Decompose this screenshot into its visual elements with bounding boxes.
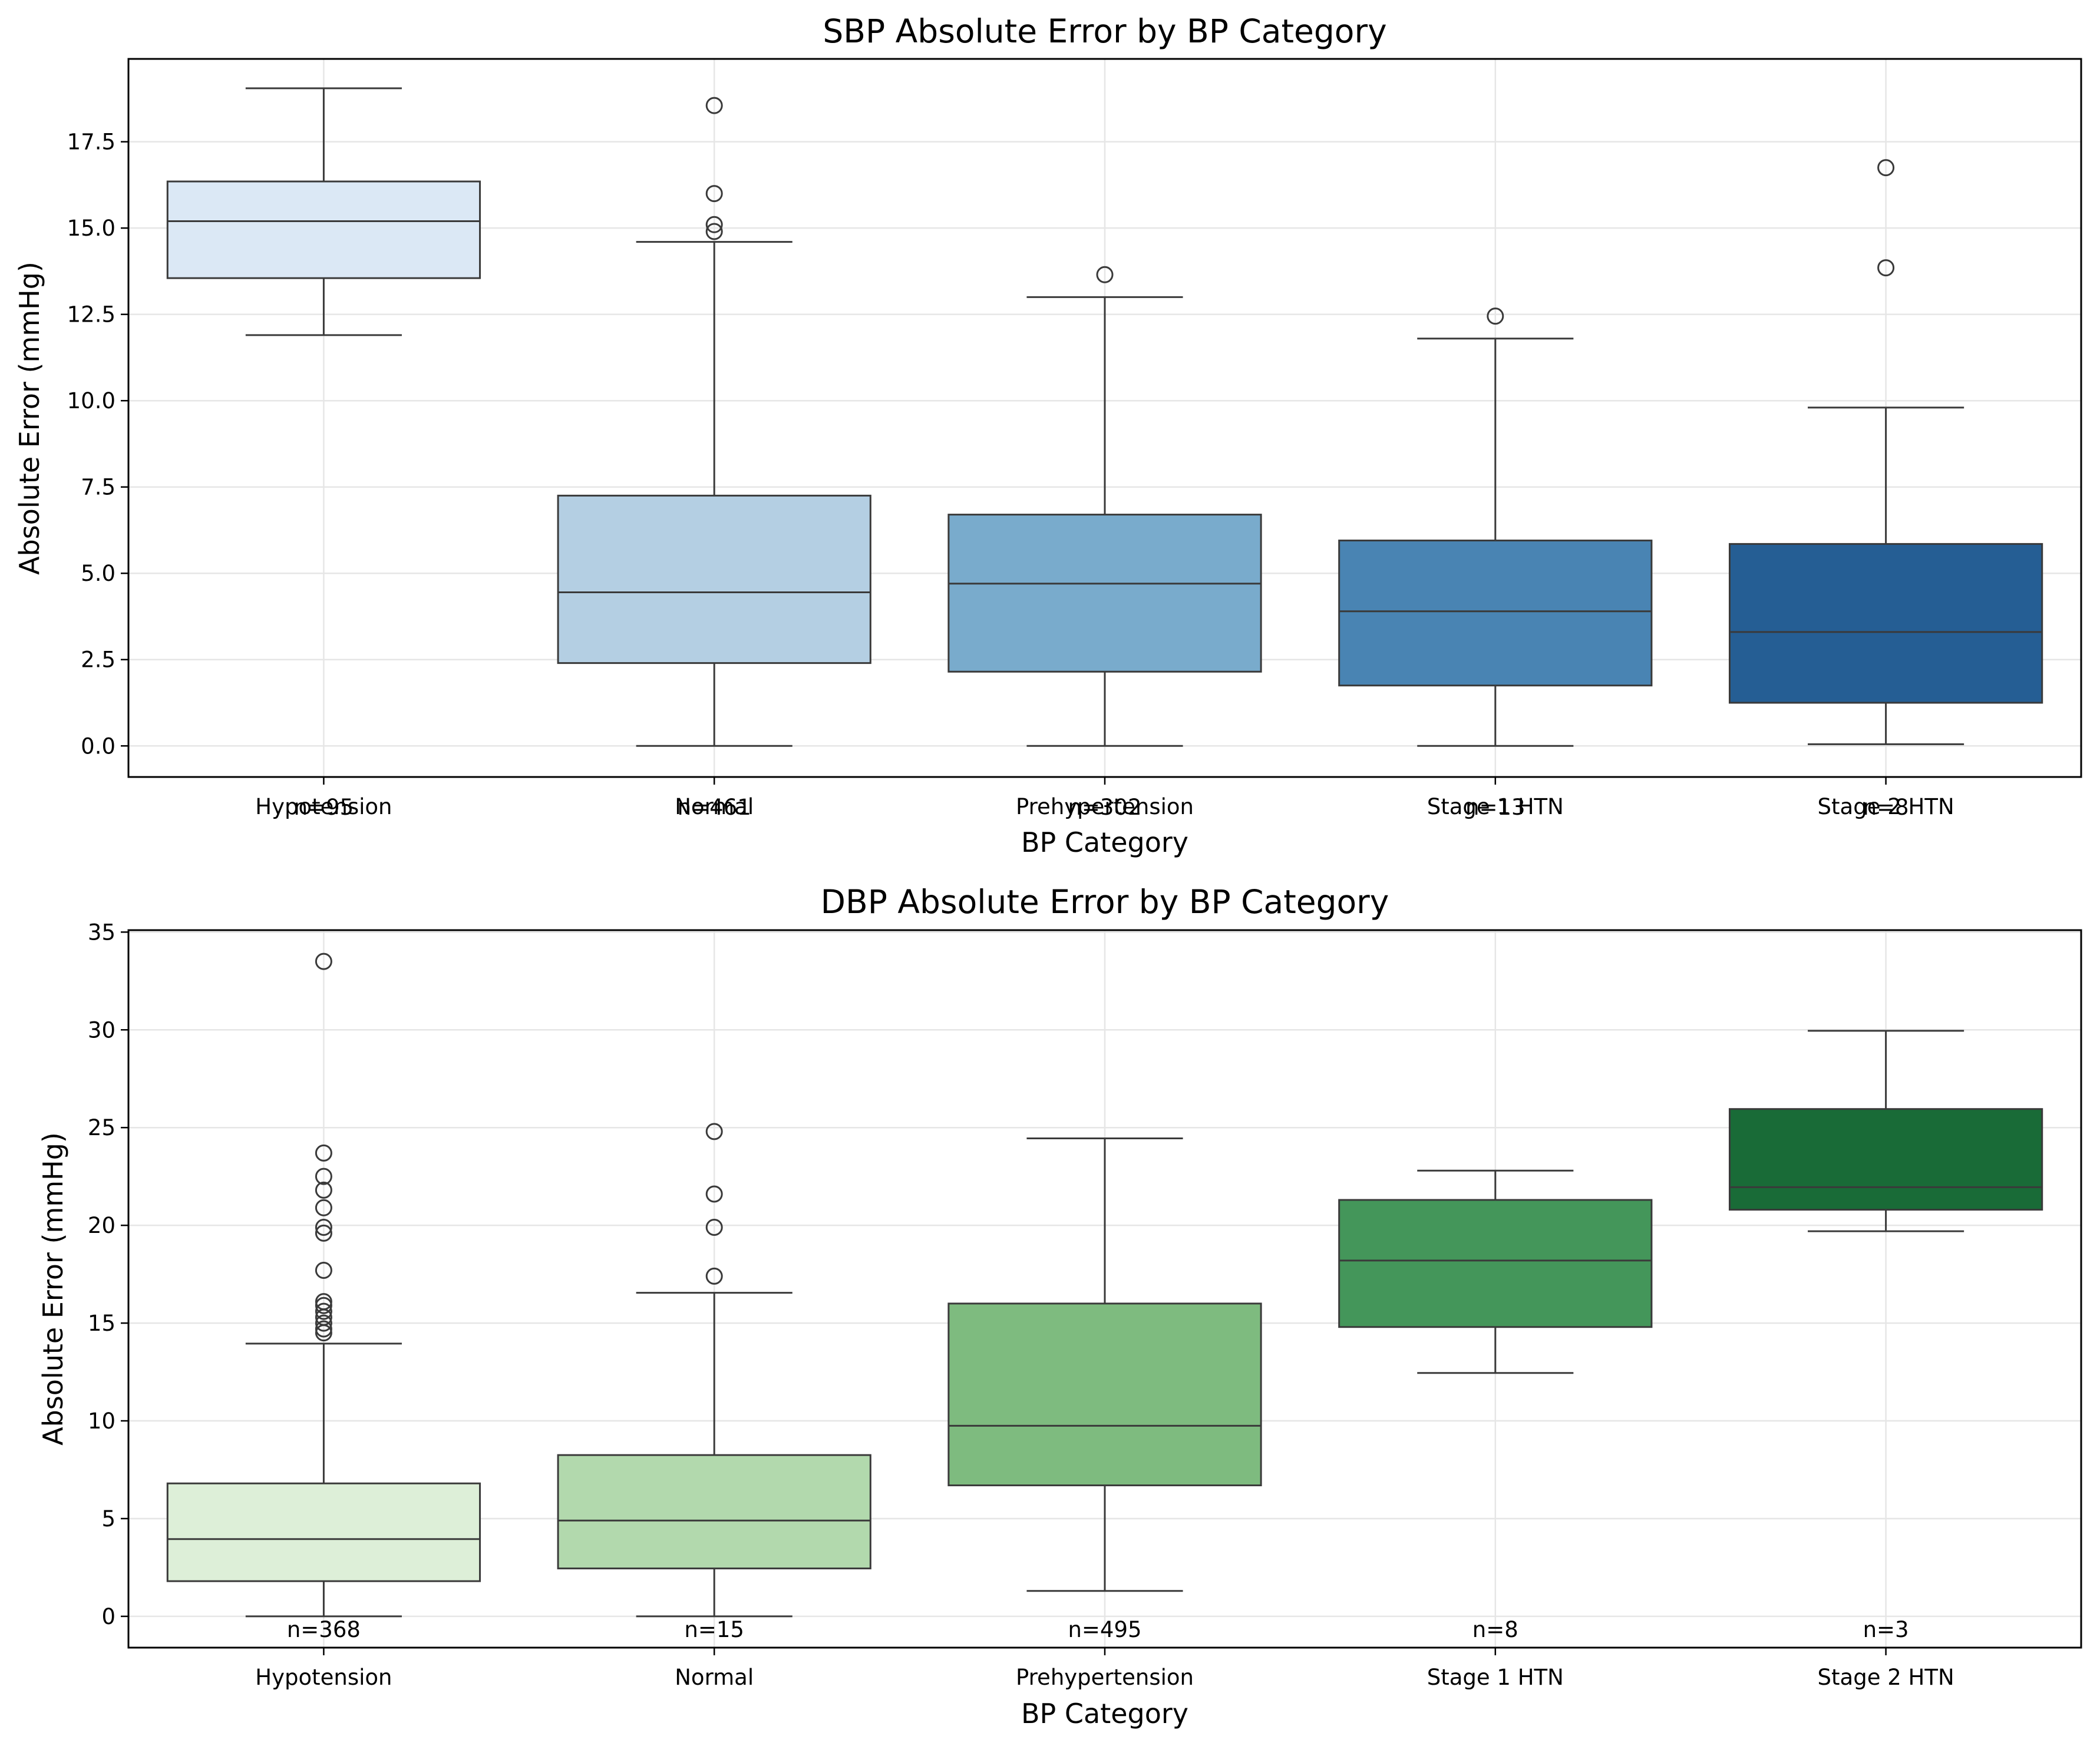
dbp-y-axis-label: Absolute Error (mmHg) (37, 1132, 69, 1446)
sbp-y-axis-label: Absolute Error (mmHg) (14, 262, 45, 575)
dbp-x-tick-label-hypotension: Hypotension (255, 1665, 392, 1690)
dbp-box-hypotension (166, 953, 481, 1618)
sbp-y-axis: 0.0 2.5 5.0 7.5 10.0 12.5 15.0 17.5 (67, 130, 128, 759)
dbp-outlier-point (315, 1297, 332, 1314)
dbp-x-tick-label-prehypertension: Prehypertension (1016, 1665, 1194, 1690)
dbp-y-tick-label: 0 (101, 1604, 115, 1629)
sbp-y-tick-label: 2.5 (81, 647, 115, 673)
dbp-x-tick-label-stage-1-htn: Stage 1 HTN (1427, 1665, 1564, 1690)
sbp-iqr-box (947, 514, 1262, 673)
sbp-iqr-box (166, 180, 481, 279)
dbp-iqr-box (1728, 1108, 2043, 1211)
dbp-y-axis: 0 5 10 15 20 25 30 35 (88, 920, 128, 1629)
sbp-count-hypotension: n=95 (294, 795, 354, 820)
dbp-outlier-point (705, 1267, 723, 1285)
sbp-outlier-point (705, 97, 723, 114)
sbp-boxes (166, 87, 2043, 747)
dbp-outlier-point (315, 1199, 332, 1216)
dbp-chart-title: DBP Absolute Error by BP Category (821, 883, 1389, 921)
sbp-count-stage-1-htn: n=13 (1465, 795, 1526, 820)
sbp-x-tick-label-prehypertension: Prehypertension (1016, 794, 1194, 819)
dbp-outlier-point (315, 1181, 332, 1199)
dbp-outlier-point (315, 1293, 332, 1311)
sbp-y-tick-label: 10.0 (67, 388, 115, 414)
sbp-y-tick-label: 12.5 (67, 302, 115, 328)
sbp-iqr-box (557, 494, 871, 664)
dbp-y-tick-label: 15 (88, 1311, 115, 1336)
dbp-outlier-point (315, 1168, 332, 1185)
sbp-x-tick-label-stage-2-htn: Stage 2 HTN (1818, 794, 1954, 819)
sbp-box-stage-2-htn (1728, 159, 2043, 745)
sbp-x-tick-label-normal: Normal (675, 794, 754, 819)
dbp-box-prehypertension (947, 1137, 1262, 1592)
sbp-count-prehypertension: n=302 (1068, 795, 1141, 820)
sbp-outlier-point (1487, 307, 1504, 325)
dbp-x-tick-label-normal: Normal (675, 1665, 754, 1690)
dbp-iqr-box (1338, 1199, 1653, 1328)
sbp-chart-title: SBP Absolute Error by BP Category (823, 12, 1386, 50)
sbp-count-stage-2-htn: n=8 (1863, 795, 1909, 820)
sbp-outlier-point (705, 216, 723, 233)
dbp-y-tick-label: 20 (88, 1213, 115, 1238)
dbp-iqr-box (166, 1482, 481, 1582)
sbp-outlier-point (1877, 159, 1895, 177)
dbp-count-labels: n=368 n=15 n=495 n=8 n=3 (287, 1617, 1909, 1642)
sbp-box-stage-1-htn (1338, 307, 1653, 747)
dbp-box-stage-2-htn (1728, 1030, 2043, 1232)
dbp-outlier-point (315, 1320, 332, 1338)
sbp-count-labels: n=95 n=461 n=302 n=13 n=8 (294, 795, 1909, 820)
sbp-iqr-box (1338, 540, 1653, 687)
sbp-x-axis: Hypotension Normal Prehypertension Stage 1 … (255, 777, 1954, 819)
sbp-box-normal (557, 97, 871, 747)
dbp-y-tick-label: 10 (88, 1408, 115, 1434)
dbp-count-hypotension: n=368 (287, 1617, 361, 1642)
dbp-outlier-point (705, 1185, 723, 1203)
sbp-iqr-box (1728, 543, 2043, 704)
sbp-x-tick-label-stage-1-htn: Stage 1 HTN (1427, 794, 1564, 819)
sbp-outlier-point (1096, 266, 1114, 283)
dbp-outlier-point (705, 1123, 723, 1140)
dbp-count-prehypertension: n=495 (1068, 1617, 1141, 1642)
sbp-outlier-point (1877, 259, 1895, 277)
dbp-boxes (166, 953, 2043, 1618)
dbp-outlier-point (315, 953, 332, 970)
sbp-y-tick-label: 17.5 (67, 130, 115, 155)
sbp-y-tick-label: 7.5 (81, 475, 115, 500)
dbp-x-axis-label: BP Category (1021, 1698, 1188, 1730)
dbp-count-stage-2-htn: n=3 (1863, 1617, 1909, 1642)
dbp-outlier-point (315, 1224, 332, 1242)
dbp-x-axis: Hypotension Normal Prehypertension Stage 1 … (255, 1648, 1954, 1690)
dbp-y-tick-label: 30 (88, 1017, 115, 1043)
dbp-outlier-point (315, 1314, 332, 1332)
dbp-outlier-point (315, 1302, 332, 1320)
dbp-iqr-box (947, 1302, 1262, 1487)
dbp-outlier-point (315, 1261, 332, 1279)
dbp-box-normal (557, 1123, 871, 1618)
sbp-box-hypotension (166, 87, 481, 336)
sbp-x-axis-label: BP Category (1021, 826, 1188, 858)
dbp-iqr-box (557, 1454, 871, 1570)
sbp-count-normal: n=461 (678, 795, 751, 820)
dbp-outlier-point (315, 1218, 332, 1236)
dbp-count-stage-1-htn: n=8 (1472, 1617, 1518, 1642)
dbp-y-tick-label: 5 (101, 1506, 115, 1532)
dbp-outlier-point (315, 1144, 332, 1162)
sbp-box-prehypertension (947, 266, 1262, 747)
dbp-y-tick-label: 35 (88, 920, 115, 945)
dbp-outlier-point (705, 1218, 723, 1236)
sbp-outlier-point (705, 185, 723, 203)
dbp-count-normal: n=15 (684, 1617, 744, 1642)
sbp-panel: SBP Absolute Error by BP Category 0.0 2.5… (14, 12, 2082, 858)
dbp-panel: DBP Absolute Error by BP Category 0 5 10 15… (37, 883, 2082, 1730)
sbp-y-tick-label: 5.0 (81, 561, 115, 586)
sbp-y-tick-label: 0.0 (81, 733, 115, 759)
sbp-x-tick-label-hypotension: Hypotension (255, 794, 392, 819)
dbp-y-tick-label: 25 (88, 1115, 115, 1140)
dbp-box-stage-1-htn (1338, 1169, 1653, 1374)
sbp-outlier-point (705, 223, 723, 240)
dbp-x-tick-label-stage-2-htn: Stage 2 HTN (1818, 1665, 1954, 1690)
sbp-y-tick-label: 15.0 (67, 216, 115, 241)
